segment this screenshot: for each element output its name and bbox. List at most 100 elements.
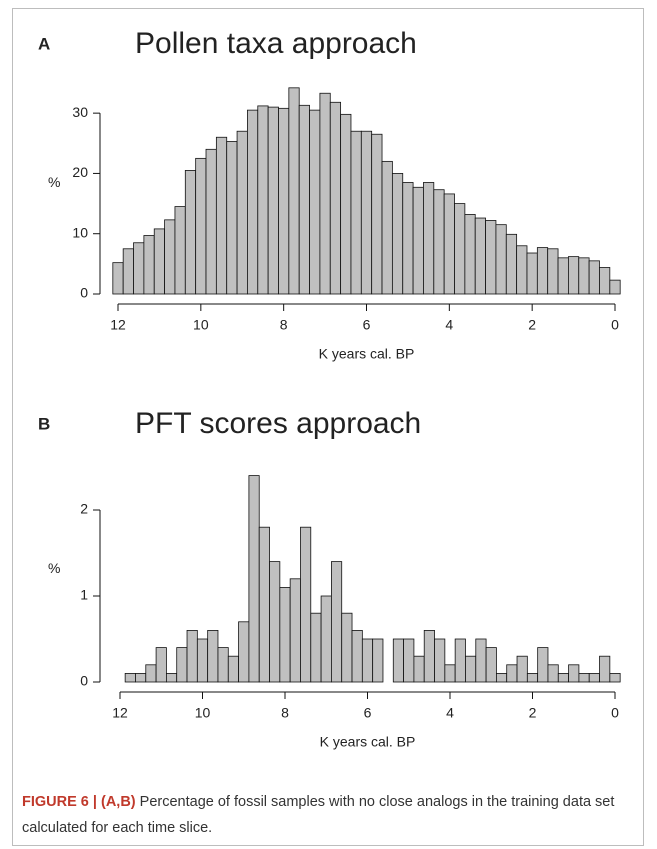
bar	[496, 673, 508, 683]
x-tick-label: 12	[112, 705, 128, 721]
bar	[166, 673, 178, 683]
bar	[227, 655, 239, 683]
x-axis-label: K years cal. BP	[320, 734, 416, 750]
bar	[557, 673, 569, 683]
bar	[444, 664, 456, 683]
bar	[143, 235, 155, 295]
bar	[568, 664, 580, 683]
bar	[443, 193, 455, 295]
bar	[248, 475, 260, 683]
bar	[434, 638, 446, 683]
chart-title: PFT scores approach	[135, 407, 421, 440]
bar	[454, 203, 466, 295]
bar	[474, 217, 486, 295]
bar	[174, 206, 186, 295]
bar	[568, 256, 580, 295]
bar	[196, 638, 209, 683]
bar	[186, 630, 198, 683]
bar	[485, 647, 497, 683]
bar	[454, 638, 466, 683]
bar	[135, 673, 147, 683]
bar	[217, 647, 229, 683]
bar	[412, 186, 424, 295]
bar	[599, 655, 611, 683]
bar	[360, 130, 373, 295]
y-axis-label: %	[48, 560, 60, 576]
bar	[155, 647, 167, 683]
y-tick-label: 0	[80, 673, 88, 689]
x-tick-label: 10	[195, 705, 211, 721]
bar	[341, 612, 353, 683]
bar	[176, 647, 188, 683]
figure-frame	[12, 8, 644, 846]
chart-title: Pollen taxa approach	[135, 27, 417, 60]
bar	[557, 257, 569, 295]
bar	[279, 587, 291, 683]
bar	[391, 173, 404, 295]
bar	[423, 630, 435, 683]
x-tick-label: 8	[281, 705, 289, 721]
bar	[609, 279, 621, 295]
x-tick-label: 2	[529, 705, 537, 721]
bar	[319, 92, 331, 295]
x-tick-label: 4	[445, 317, 453, 333]
x-tick-label: 6	[363, 317, 371, 333]
x-tick-label: 4	[446, 705, 454, 721]
bar	[329, 101, 342, 295]
x-tick-label: 0	[611, 317, 619, 333]
bar	[269, 561, 281, 683]
bar	[433, 189, 445, 295]
bar	[599, 267, 611, 295]
bar	[381, 160, 393, 295]
bar	[464, 214, 476, 295]
bar	[215, 136, 228, 295]
bar	[300, 526, 312, 683]
panel-label: B	[38, 414, 50, 433]
bar	[124, 673, 136, 683]
bar	[485, 220, 497, 295]
y-tick-label: 20	[72, 164, 88, 180]
bar	[402, 182, 414, 295]
bar	[413, 655, 425, 683]
bar	[298, 104, 310, 295]
bar	[516, 245, 528, 295]
bar	[226, 141, 238, 295]
bar	[331, 561, 343, 683]
bar	[465, 655, 477, 683]
bar	[205, 148, 217, 295]
bar	[351, 630, 363, 683]
bar	[164, 219, 176, 295]
y-axis-label: %	[48, 174, 60, 190]
y-tick-label: 10	[72, 224, 88, 240]
bar	[133, 242, 145, 295]
bar	[371, 133, 383, 295]
x-tick-label: 2	[528, 317, 536, 333]
bar	[423, 182, 435, 295]
bar	[350, 130, 362, 295]
x-axis-label: K years cal. BP	[319, 346, 415, 362]
bar	[195, 157, 207, 295]
caption-text: Percentage of fossil samples with no clo…	[22, 794, 615, 836]
bar	[247, 109, 259, 295]
y-tick-label: 30	[72, 104, 88, 120]
bar	[238, 621, 250, 683]
bar	[547, 664, 559, 683]
caption-label: FIGURE 6 | (A,B)	[22, 794, 136, 810]
bar	[278, 107, 290, 295]
y-tick-label: 1	[80, 587, 88, 603]
y-tick-label: 2	[80, 501, 88, 517]
bar	[392, 638, 404, 683]
bar	[145, 664, 157, 683]
bar	[578, 673, 590, 683]
bar	[506, 664, 518, 683]
bar	[257, 105, 269, 295]
bar	[588, 260, 600, 295]
bar	[320, 595, 332, 683]
caption: FIGURE 6 | (A,B) Percentage of fossil sa…	[22, 789, 632, 841]
bar	[122, 248, 134, 295]
y-tick-label: 0	[80, 285, 88, 301]
bar	[588, 673, 600, 683]
bar	[310, 612, 322, 683]
bar	[289, 578, 301, 683]
